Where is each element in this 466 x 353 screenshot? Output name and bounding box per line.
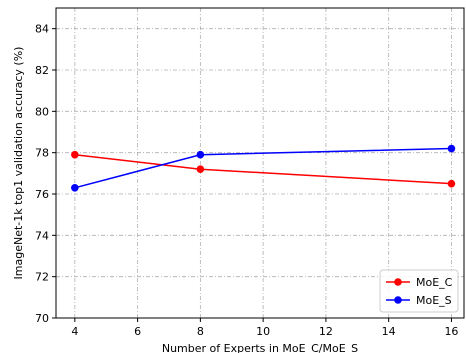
legend-label-moe-c: MoE_C xyxy=(416,276,453,289)
plot-frame xyxy=(55,7,465,319)
axis-ticks: 4 6 8 10 12 14 16 70 72 74 76 78 80 82 84 xyxy=(35,23,458,338)
y-axis-label: ImageNet-1k top1 validation accuracy (%) xyxy=(12,47,25,280)
data-point-moe-s xyxy=(71,184,79,192)
x-tick-label: 4 xyxy=(71,325,78,338)
data-point-moe-c xyxy=(71,150,79,159)
y-tick-label: 76 xyxy=(35,188,49,201)
x-tick-label: 8 xyxy=(197,325,204,338)
data-point-moe-s xyxy=(447,144,456,153)
series-group xyxy=(71,144,456,192)
y-tick-label: 74 xyxy=(35,229,49,242)
x-tick-label: 10 xyxy=(256,325,270,338)
data-point-moe-s xyxy=(196,150,205,159)
x-axis-label: Number of Experts in MoE_C/MoE_S xyxy=(162,342,358,353)
x-tick-label: 6 xyxy=(134,325,141,338)
y-tick-label: 82 xyxy=(35,64,49,77)
x-tick-label: 12 xyxy=(319,325,333,338)
legend-label-moe-s: MoE_S xyxy=(416,294,452,307)
data-point-moe-c xyxy=(447,179,456,188)
x-tick-label: 14 xyxy=(382,325,396,338)
x-tick-label: 16 xyxy=(444,325,458,338)
y-tick-label: 80 xyxy=(35,105,49,118)
y-tick-label: 78 xyxy=(35,147,49,160)
y-tick-label: 70 xyxy=(35,312,49,325)
legend-marker-moe-c xyxy=(394,278,402,286)
legend: MoE_C MoE_S xyxy=(379,269,459,313)
y-tick-label: 72 xyxy=(35,271,49,284)
data-point-moe-c xyxy=(196,165,205,173)
y-tick-label: 84 xyxy=(35,23,49,36)
legend-marker-moe-s xyxy=(394,296,402,304)
